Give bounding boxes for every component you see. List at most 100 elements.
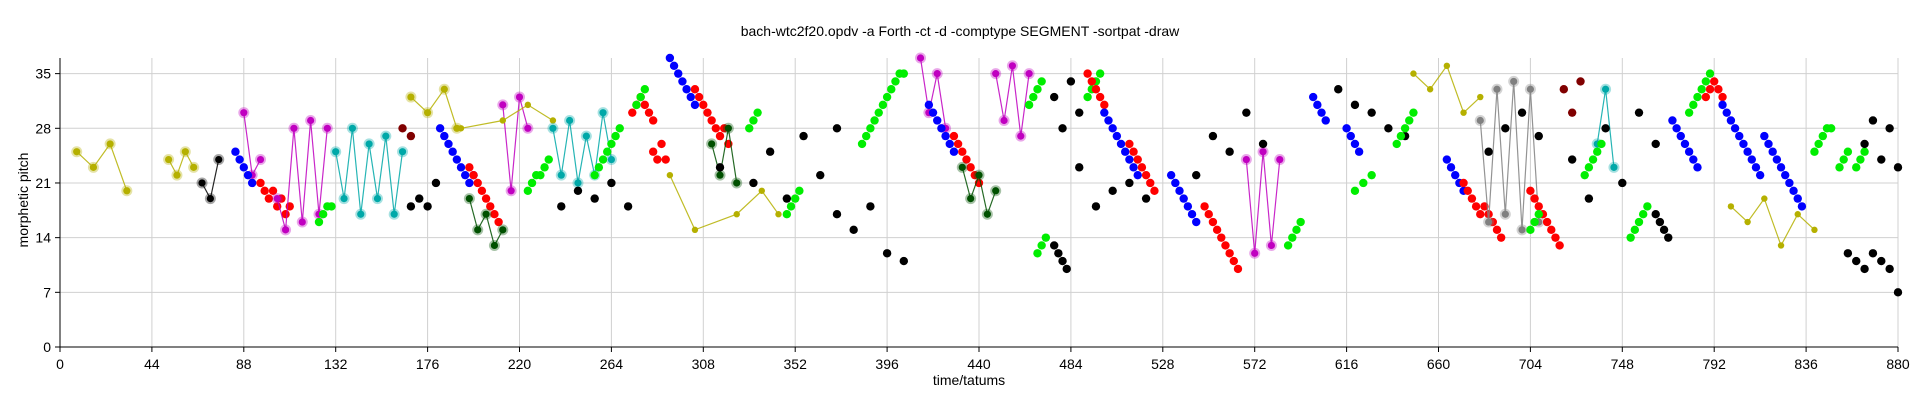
data-point (264, 194, 274, 203)
data-point (941, 131, 950, 141)
data-point (1856, 155, 1865, 164)
series-olive (1410, 62, 1484, 116)
data-point (1676, 131, 1685, 141)
series-blue (1308, 92, 1330, 125)
series-blue (1342, 124, 1364, 156)
data-point (628, 108, 637, 117)
data-point (1242, 108, 1251, 117)
data-point (992, 70, 1000, 78)
data-point (465, 163, 474, 172)
data-point (758, 187, 765, 194)
data-point (290, 124, 298, 132)
data-point (623, 202, 633, 211)
data-point (694, 92, 704, 102)
data-point (1638, 210, 1648, 219)
data-point (1868, 249, 1878, 258)
data-point (1359, 178, 1368, 188)
series-black (196, 154, 225, 205)
data-point (1630, 225, 1640, 235)
series-olive (457, 101, 557, 132)
x-tick-label: 132 (324, 356, 348, 372)
data-point (1680, 139, 1690, 149)
data-point (899, 69, 909, 78)
data-point (1049, 92, 1059, 102)
series-olive (405, 83, 463, 134)
data-point (899, 256, 909, 266)
data-point (866, 124, 875, 133)
data-point (753, 108, 762, 117)
data-point (1852, 163, 1861, 172)
series-green (1392, 108, 1418, 149)
data-point (1087, 77, 1096, 86)
data-point (1718, 100, 1727, 110)
data-point (1567, 108, 1577, 117)
data-point (1146, 178, 1155, 188)
data-point (582, 132, 590, 140)
data-point (1526, 186, 1535, 195)
data-point (490, 210, 499, 219)
series-red (1083, 69, 1109, 110)
data-point (799, 131, 808, 141)
series-line (711, 128, 738, 184)
data-point (598, 155, 608, 164)
series-darkred (398, 124, 416, 141)
data-point (1743, 147, 1752, 156)
data-point (1187, 210, 1197, 219)
data-point (1251, 249, 1259, 257)
series-green (1684, 69, 1715, 117)
data-point (465, 194, 473, 203)
data-point (240, 109, 248, 117)
data-point (1166, 170, 1176, 180)
data-point (1075, 108, 1084, 117)
data-point (1735, 131, 1744, 141)
x-tick-label: 264 (600, 356, 624, 372)
data-point (1041, 233, 1051, 242)
series-olive (666, 171, 782, 234)
data-point (473, 178, 482, 188)
series-black (1860, 116, 1903, 172)
x-tick-label: 792 (1703, 356, 1727, 372)
data-point (857, 139, 867, 149)
series-green (1350, 170, 1376, 195)
data-point (1283, 241, 1293, 250)
data-point (1659, 225, 1669, 235)
data-point (1705, 85, 1715, 94)
data-point (1259, 148, 1267, 156)
data-point (983, 210, 991, 218)
data-point (874, 108, 883, 117)
data-point (1141, 194, 1151, 203)
data-point (1104, 116, 1113, 125)
data-point (499, 226, 507, 234)
data-point (1526, 225, 1535, 235)
data-point (1480, 202, 1489, 211)
series-green (590, 124, 624, 180)
data-point (1689, 100, 1698, 110)
data-point (1727, 203, 1735, 210)
data-point (256, 178, 265, 188)
data-point (1221, 241, 1230, 250)
data-point (1342, 124, 1351, 133)
data-point (665, 53, 675, 63)
data-point (599, 109, 607, 117)
data-point (928, 108, 938, 117)
series-line (552, 112, 612, 184)
data-point (887, 85, 896, 94)
data-point (348, 124, 357, 132)
series-green (1810, 124, 1836, 156)
data-point (1634, 217, 1644, 227)
data-point (590, 194, 599, 203)
data-point (415, 194, 424, 203)
data-point (924, 100, 934, 110)
data-point (1017, 132, 1025, 140)
data-point (524, 124, 532, 132)
series-black (1192, 108, 1268, 180)
series-grey (1474, 75, 1545, 236)
data-point (1321, 116, 1330, 125)
data-point (1308, 92, 1318, 102)
data-point (1066, 77, 1076, 86)
data-point (816, 170, 825, 180)
data-point (1843, 249, 1853, 258)
data-point (1651, 139, 1660, 149)
data-point (390, 210, 398, 218)
data-point (715, 163, 725, 172)
